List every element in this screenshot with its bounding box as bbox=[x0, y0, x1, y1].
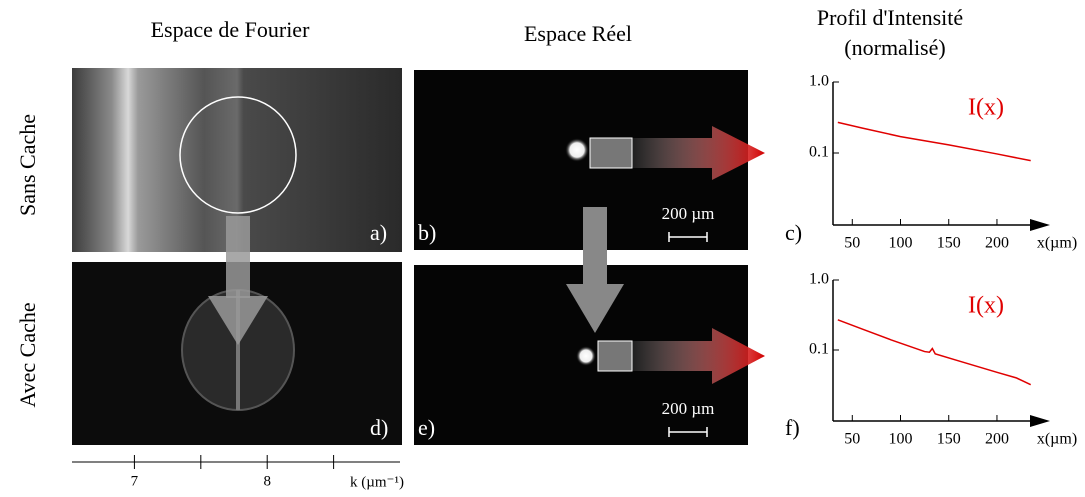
line bbox=[236, 290, 240, 410]
data-line bbox=[837, 121, 1031, 162]
arrow bbox=[226, 216, 250, 298]
data-line bbox=[837, 319, 1032, 386]
x-axis-label: x(µm) bbox=[1037, 431, 1077, 448]
tick-label: 7 bbox=[131, 473, 139, 489]
legend-label: I(x) bbox=[968, 95, 1004, 121]
panel-label: d) bbox=[370, 415, 388, 440]
x-tick-label: 50 bbox=[844, 235, 860, 252]
spot bbox=[576, 346, 596, 366]
arrow bbox=[632, 126, 765, 180]
row-label: Sans Cache bbox=[15, 114, 40, 216]
x-tick-label: 150 bbox=[937, 235, 961, 252]
spot bbox=[565, 138, 589, 162]
y-tick-label: 0.1 bbox=[809, 144, 829, 161]
scale-bar bbox=[668, 232, 708, 437]
panel-label: b) bbox=[418, 220, 436, 245]
panel-label: a) bbox=[370, 220, 387, 245]
arrow bbox=[208, 296, 268, 345]
header: Espace de Fourier bbox=[151, 17, 310, 42]
axis-arrow bbox=[1030, 415, 1050, 427]
arrow bbox=[583, 207, 607, 285]
y-tick-label: 1.0 bbox=[809, 73, 829, 90]
x-tick-label: 150 bbox=[937, 431, 961, 448]
row-label: Avec Cache bbox=[15, 302, 40, 407]
x-axis-label: x(µm) bbox=[1037, 235, 1077, 252]
scale-label: 200 µm bbox=[662, 399, 715, 418]
x-tick-label: 200 bbox=[985, 431, 1009, 448]
roi bbox=[589, 137, 633, 169]
mask-circle bbox=[179, 96, 297, 214]
arrow bbox=[566, 284, 624, 333]
roi bbox=[597, 340, 633, 372]
scale-label: 200 µm bbox=[662, 204, 715, 223]
y-tick-label: 1.0 bbox=[809, 271, 829, 288]
axis-arrow bbox=[1030, 219, 1050, 231]
header: Espace Réel bbox=[524, 21, 632, 46]
legend-label: I(x) bbox=[968, 293, 1004, 319]
header: Profil d'Intensité bbox=[817, 5, 963, 30]
axis-label: k (µm⁻¹) bbox=[350, 474, 404, 490]
panel-label: c) bbox=[785, 220, 802, 245]
tick-label: 8 bbox=[263, 473, 271, 489]
panel-label: f) bbox=[785, 415, 800, 440]
x-tick-label: 100 bbox=[889, 235, 913, 252]
x-tick-label: 200 bbox=[985, 235, 1009, 252]
y-tick-label: 0.1 bbox=[809, 341, 829, 358]
panel-label: e) bbox=[418, 415, 435, 440]
arrow bbox=[632, 328, 765, 384]
x-tick-label: 50 bbox=[844, 431, 860, 448]
images bbox=[72, 68, 765, 445]
x-tick-label: 100 bbox=[889, 431, 913, 448]
header: (normalisé) bbox=[844, 35, 945, 60]
